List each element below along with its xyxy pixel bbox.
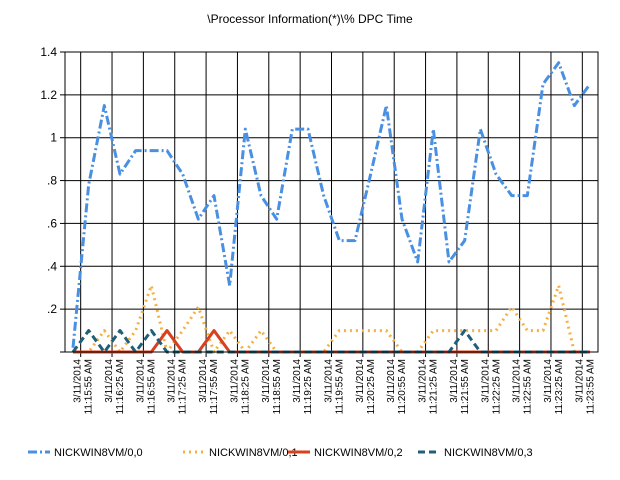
- x-tick-time: 11:22:55 AM: [523, 359, 534, 414]
- legend: NICKWIN8VM/0,0 NICKWIN8VM/0,1 NICKWIN8VM/0…: [28, 447, 533, 459]
- x-tick-date: 3/11/2014: [418, 359, 429, 403]
- legend-label-0: NICKWIN8VM/0,0: [54, 447, 143, 459]
- x-tick-date: 3/11/2014: [73, 359, 84, 403]
- x-tick-time: 11:16:55 AM: [146, 359, 157, 414]
- x-tick-time: 11:18:25 AM: [240, 359, 251, 414]
- series-line-1: [73, 284, 590, 354]
- x-tick-date: 3/11/2014: [512, 359, 523, 403]
- x-tick-date: 3/11/2014: [229, 359, 240, 403]
- x-tick-label: 3/11/201411:23:25 AM: [543, 359, 565, 415]
- x-tick-date: 3/11/2014: [449, 359, 460, 403]
- x-tick-time: 11:15:55 AM: [84, 359, 95, 414]
- x-tick-label: 3/11/201411:21:55 AM: [449, 359, 471, 415]
- x-tick-date: 3/11/2014: [135, 359, 146, 403]
- y-tick-label: 1: [50, 131, 57, 145]
- legend-label-1: NICKWIN8VM/0,1: [209, 447, 298, 459]
- x-tick-label: 3/11/201411:20:25 AM: [355, 359, 377, 415]
- x-tick-time: 11:20:55 AM: [397, 359, 408, 414]
- x-tick-time: 11:17:25 AM: [178, 359, 189, 414]
- x-tick-time: 11:21:25 AM: [429, 359, 440, 414]
- x-tick-label: 3/11/201411:16:55 AM: [135, 359, 157, 415]
- y-tick-label: 1.2: [40, 88, 57, 102]
- x-tick-label: 3/11/201411:19:25 AM: [292, 359, 314, 415]
- x-tick-time: 11:16:25 AM: [115, 359, 126, 414]
- x-tick-label: 3/11/201411:17:55 AM: [198, 359, 220, 415]
- x-tick-label: 3/11/201411:15:55 AM: [73, 359, 95, 415]
- x-tick-time: 11:17:55 AM: [209, 359, 220, 414]
- x-tick-label: 3/11/201411:19:55 AM: [324, 359, 346, 415]
- x-tick-date: 3/11/2014: [167, 359, 178, 403]
- x-tick-time: 11:19:55 AM: [335, 359, 346, 414]
- x-tick-time: 11:22:25 AM: [491, 359, 502, 414]
- legend-label-2: NICKWIN8VM/0,2: [314, 447, 403, 459]
- x-tick-label: 3/11/201411:21:25 AM: [418, 359, 440, 415]
- x-tick-label: 3/11/201411:23:55 AM: [574, 359, 596, 415]
- y-tick-label: .8: [47, 174, 57, 188]
- y-tick-label: .2: [47, 302, 57, 316]
- x-tick-time: 11:23:25 AM: [554, 359, 565, 414]
- x-tick-label: 3/11/201411:22:55 AM: [512, 359, 534, 415]
- x-axis-ticks: 3/11/201411:15:55 AM 3/11/201411:16:25 AM…: [73, 352, 596, 415]
- x-tick-label: 3/11/201411:16:25 AM: [104, 359, 126, 415]
- y-tick-label: 1.4: [40, 45, 57, 59]
- series-line-0: [71, 61, 592, 348]
- x-tick-date: 3/11/2014: [355, 359, 366, 403]
- x-tick-label: 3/11/201411:20:55 AM: [386, 359, 408, 415]
- x-tick-date: 3/11/2014: [543, 359, 554, 403]
- x-tick-time: 11:18:55 AM: [272, 359, 283, 414]
- x-tick-label: 3/11/201411:17:25 AM: [167, 359, 189, 415]
- x-tick-time: 11:21:55 AM: [460, 359, 471, 414]
- legend-label-3: NICKWIN8VM/0,3: [444, 447, 533, 459]
- y-axis-ticks: .2 .4 .6 .8 1 1.2 1.4: [40, 45, 65, 353]
- x-tick-date: 3/11/2014: [574, 359, 585, 403]
- x-tick-date: 3/11/2014: [324, 359, 335, 403]
- x-tick-date: 3/11/2014: [386, 359, 397, 403]
- x-tick-date: 3/11/2014: [198, 359, 209, 403]
- x-tick-time: 11:23:55 AM: [585, 359, 596, 414]
- x-tick-date: 3/11/2014: [104, 359, 115, 403]
- x-tick-label: 3/11/201411:18:55 AM: [261, 359, 283, 415]
- x-tick-date: 3/11/2014: [261, 359, 272, 403]
- plot-area-border: [64, 51, 599, 353]
- x-tick-date: 3/11/2014: [480, 359, 491, 403]
- x-tick-date: 3/11/2014: [292, 359, 303, 403]
- x-tick-time: 11:19:25 AM: [303, 359, 314, 414]
- y-tick-label: .6: [47, 216, 57, 230]
- x-tick-time: 11:20:25 AM: [366, 359, 377, 414]
- y-tick-label: .4: [47, 259, 57, 273]
- x-tick-label: 3/11/201411:18:25 AM: [229, 359, 251, 415]
- chart-title: \Processor Information(*)\% DPC Time: [207, 12, 413, 26]
- x-tick-label: 3/11/201411:22:25 AM: [480, 359, 502, 415]
